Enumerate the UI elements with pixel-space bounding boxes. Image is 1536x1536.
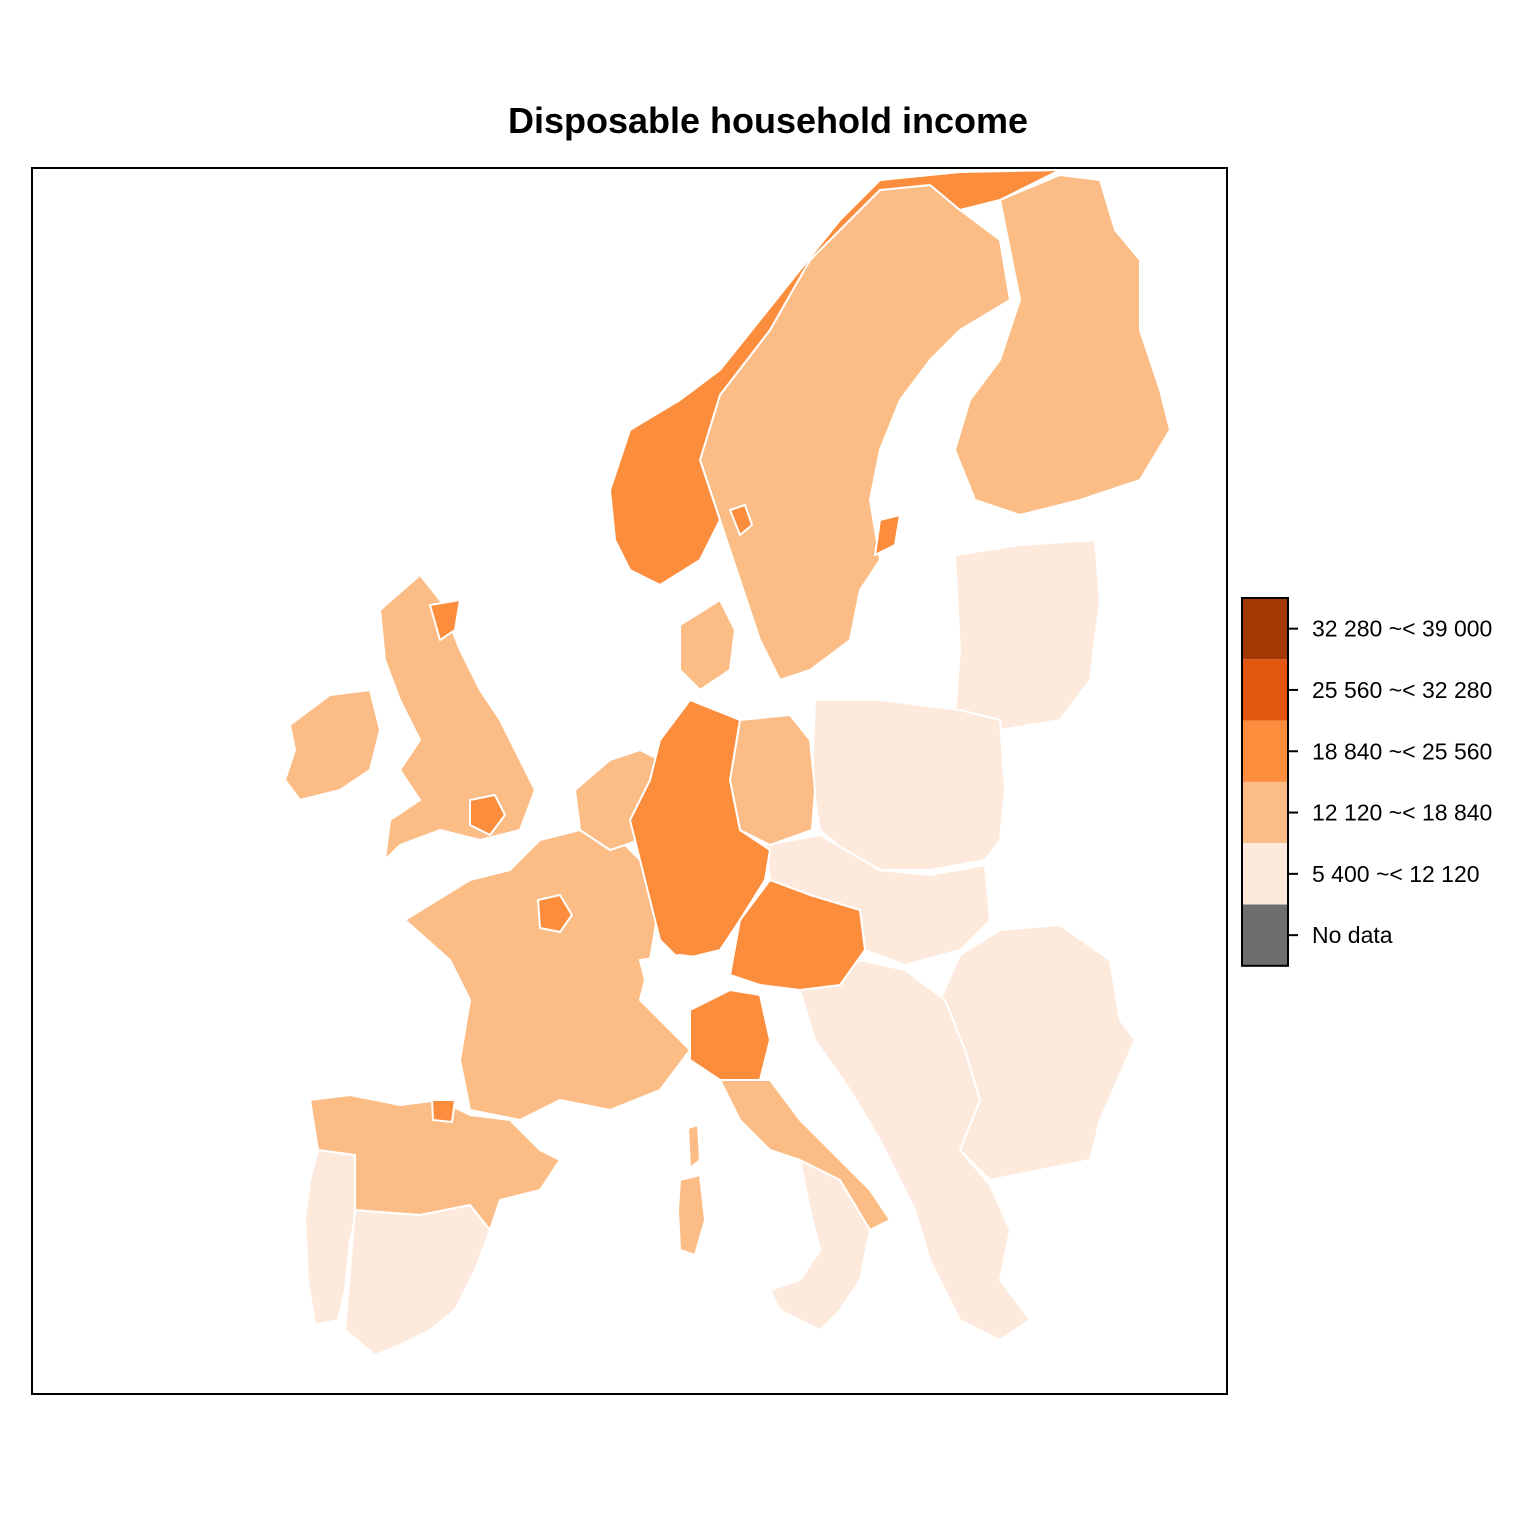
legend-label: No data [1312,922,1393,948]
legend-swatch [1242,720,1288,782]
region-france[interactable] [404,829,691,1121]
region-central-italy[interactable] [719,1079,891,1231]
regions-layer [284,169,1171,1356]
region-finland[interactable] [954,174,1171,516]
region-northern-spain[interactable] [309,1094,561,1231]
map-title: Disposable household income [507,100,1029,141]
region-stockholm[interactable] [874,514,901,556]
region-ile-de-france[interactable] [537,894,573,933]
legend-swatch [1242,843,1288,905]
region-norway[interactable] [609,169,1061,586]
legend-border [1241,597,1289,967]
region-corsica[interactable] [687,1124,701,1169]
region-ne-scotland[interactable] [429,599,461,641]
legend-label: 32 280 ~< 39 000 [1312,616,1492,642]
region-denmark[interactable] [679,599,736,691]
legend-label: 12 120 ~< 18 840 [1312,800,1492,826]
legend-swatch [1242,598,1288,660]
legend: 32 280 ~< 39 000 25 560 ~< 32 280 18 840 ~… [1241,597,1492,967]
legend-label: 18 840 ~< 25 560 [1312,738,1492,764]
region-poland[interactable] [811,699,1006,871]
region-switzerland[interactable] [638,953,722,1012]
region-london[interactable] [469,794,506,836]
region-germany[interactable] [629,699,771,961]
region-sardinia[interactable] [677,1174,706,1256]
region-northern-italy[interactable] [689,989,771,1081]
region-austria[interactable] [729,879,866,991]
region-pais-vasco[interactable] [431,1099,456,1123]
legend-swatch [1242,904,1288,966]
region-balkans-greece[interactable] [799,959,1031,1341]
legend-label: 5 400 ~< 12 120 [1312,861,1480,887]
region-northern-germany[interactable] [729,714,816,846]
region-oslo[interactable] [729,504,753,536]
legend-swatch [1242,659,1288,721]
region-united-kingdom[interactable] [379,574,536,861]
region-baltic-states[interactable] [954,539,1101,731]
region-ireland[interactable] [284,689,381,801]
legend-swatch [1242,781,1288,844]
legend-label: 25 560 ~< 32 280 [1312,677,1492,703]
